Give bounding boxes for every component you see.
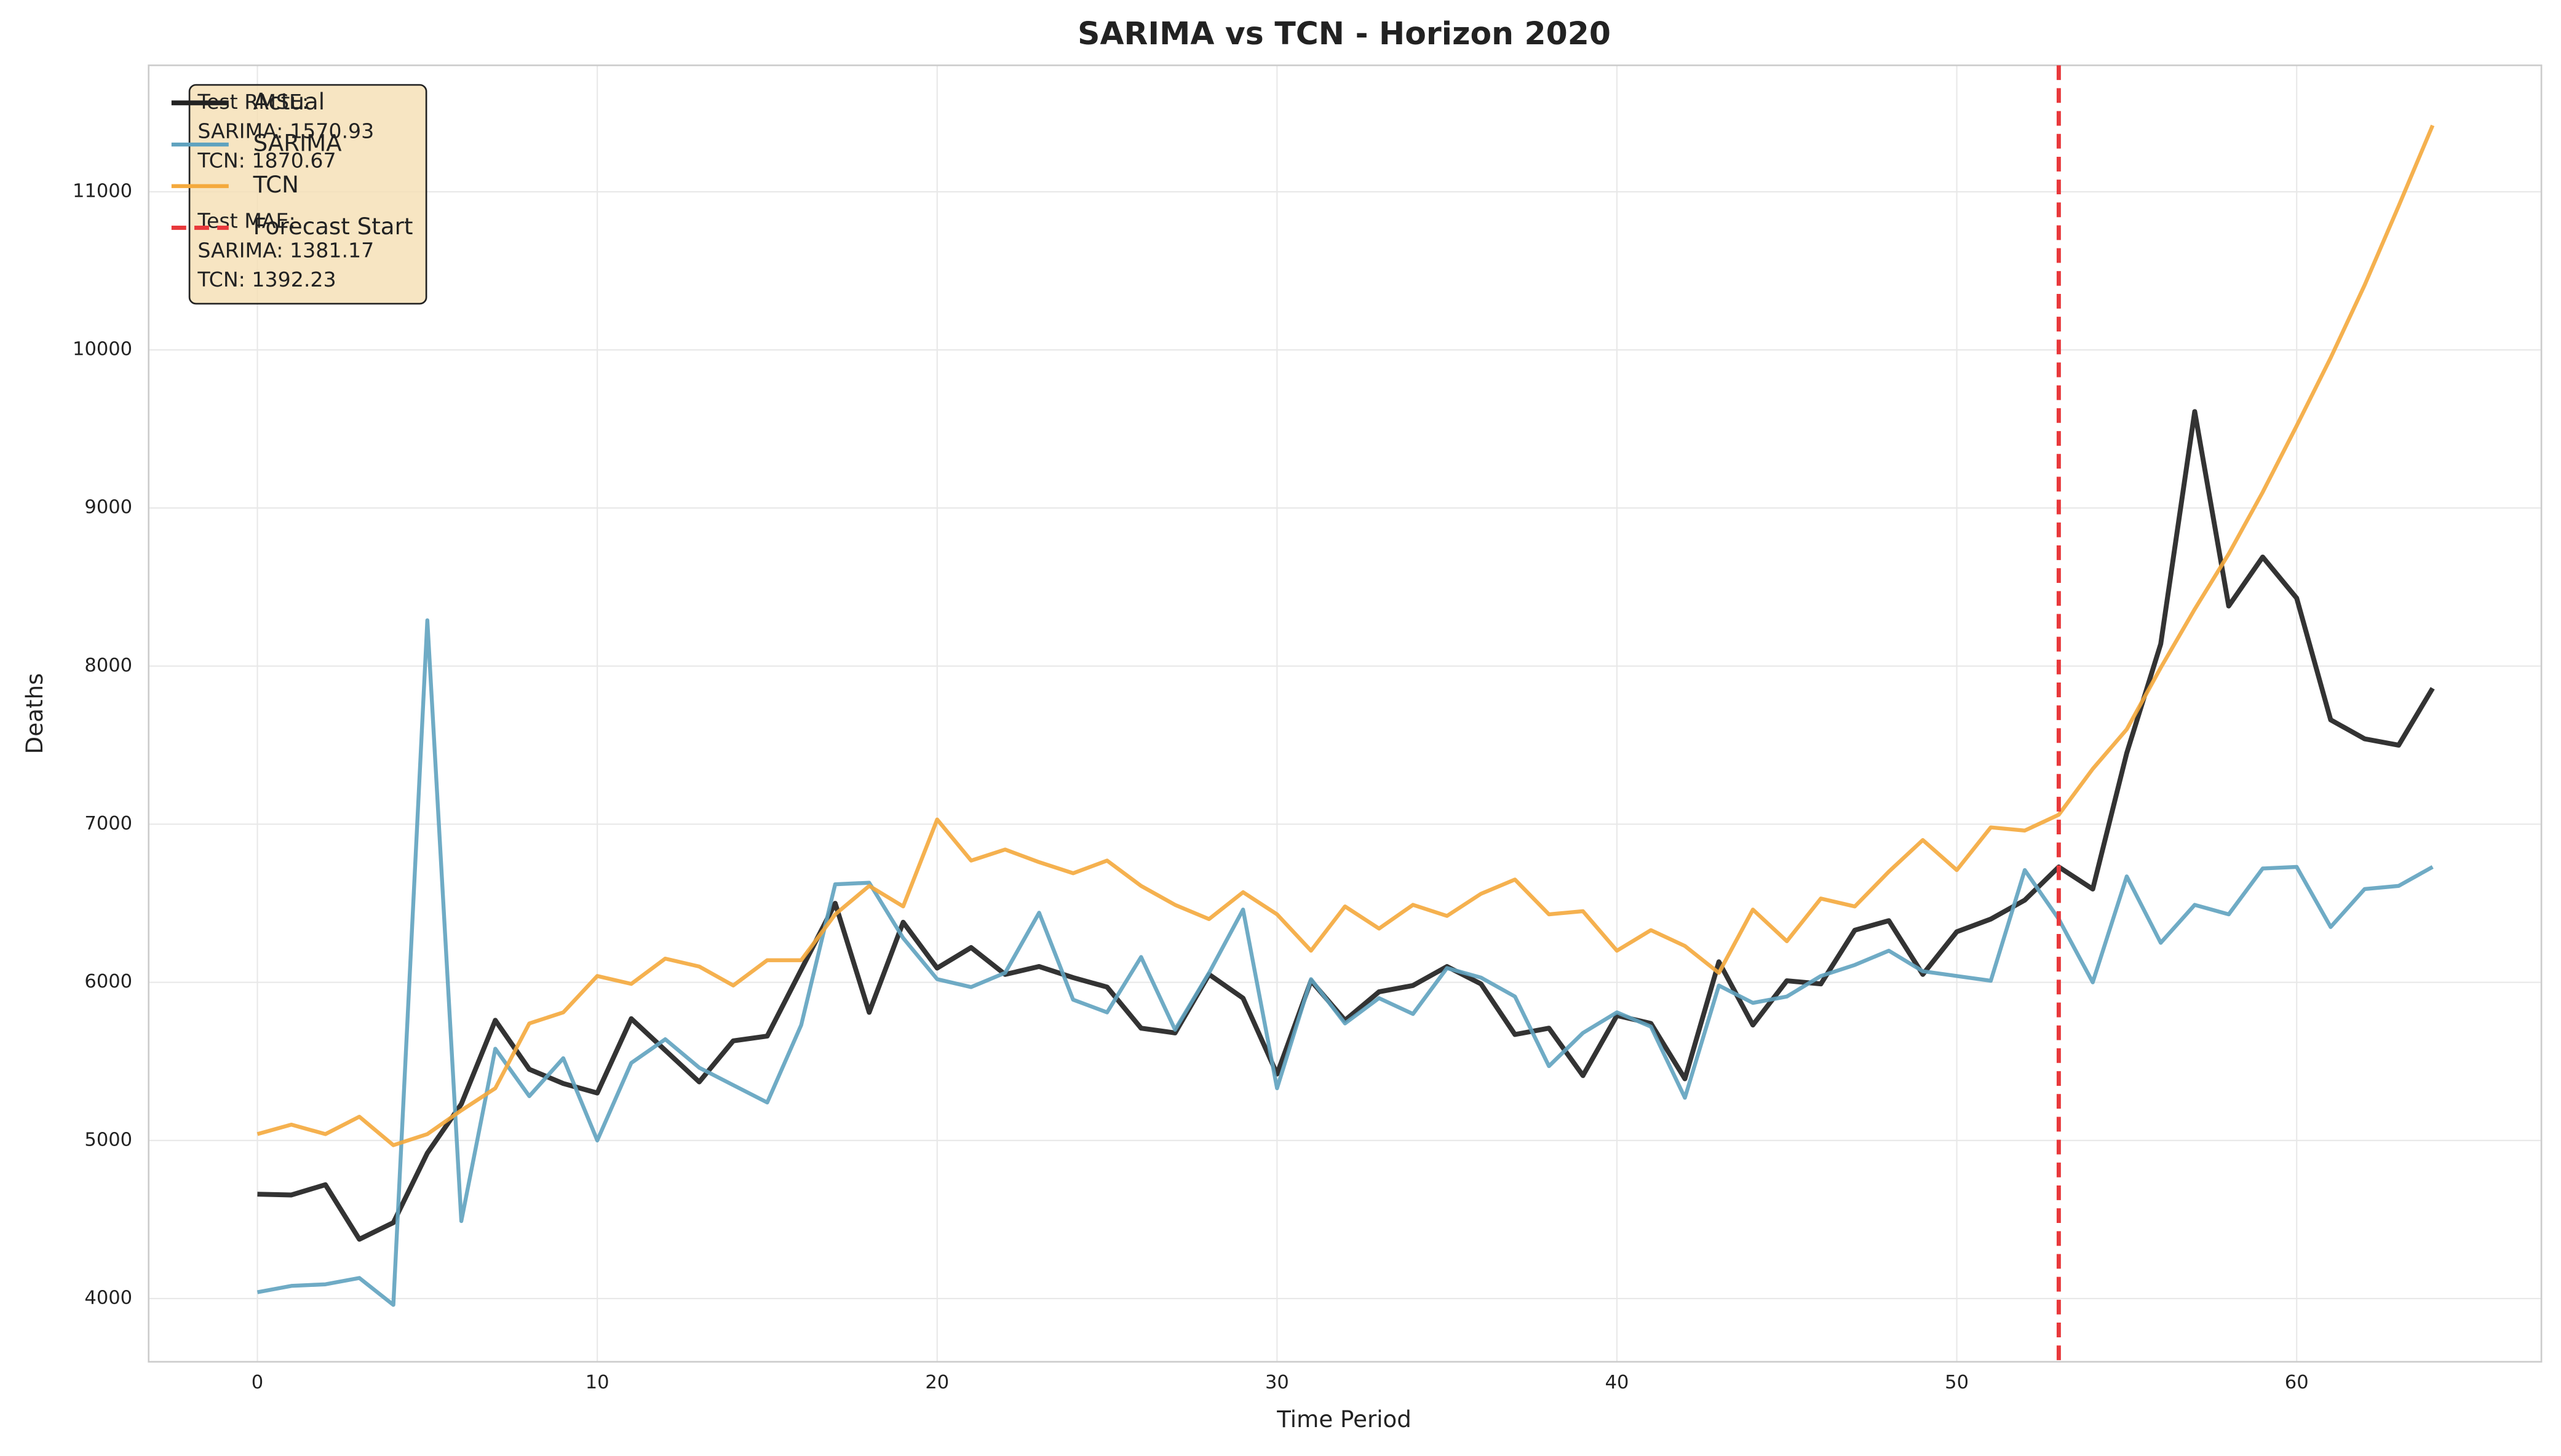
x-tick-label: 50 bbox=[1945, 1372, 1969, 1393]
legend-label: TCN bbox=[253, 171, 299, 198]
x-tick-label: 40 bbox=[1605, 1372, 1629, 1393]
x-tick-label: 10 bbox=[586, 1372, 609, 1393]
y-tick-label: 6000 bbox=[84, 971, 132, 992]
x-tick-label: 30 bbox=[1265, 1372, 1289, 1393]
y-tick-label: 8000 bbox=[84, 655, 132, 676]
legend-label: Actual bbox=[253, 88, 325, 115]
metrics-line: TCN: 1870.67 bbox=[197, 148, 336, 172]
y-tick-label: 5000 bbox=[84, 1129, 132, 1150]
x-tick-label: 0 bbox=[252, 1372, 263, 1393]
metrics-line: SARIMA: 1381.17 bbox=[197, 238, 374, 262]
x-tick-label: 20 bbox=[925, 1372, 949, 1393]
legend-label: Forecast Start bbox=[253, 213, 413, 240]
y-tick-label: 9000 bbox=[84, 497, 132, 518]
legend-label: SARIMA bbox=[253, 130, 343, 157]
x-tick-label: 60 bbox=[2285, 1372, 2309, 1393]
y-tick-label: 4000 bbox=[84, 1287, 132, 1308]
y-axis-label: Deaths bbox=[21, 673, 48, 754]
y-tick-label: 7000 bbox=[84, 813, 132, 834]
y-tick-label: 10000 bbox=[73, 339, 132, 360]
plot-frame bbox=[148, 64, 2543, 1363]
metrics-title: Test MAE: bbox=[197, 209, 295, 233]
metrics-line: TCN: 1392.23 bbox=[197, 267, 336, 291]
chart-title: SARIMA vs TCN - Horizon 2020 bbox=[1078, 15, 1611, 52]
metrics-line: SARIMA: 1570.93 bbox=[197, 119, 374, 143]
series-line bbox=[256, 618, 2434, 1307]
metrics-box bbox=[188, 84, 427, 305]
x-axis-label: Time Period bbox=[1276, 1406, 1412, 1433]
y-tick-label: 11000 bbox=[73, 180, 132, 202]
series-line bbox=[256, 124, 2435, 1147]
